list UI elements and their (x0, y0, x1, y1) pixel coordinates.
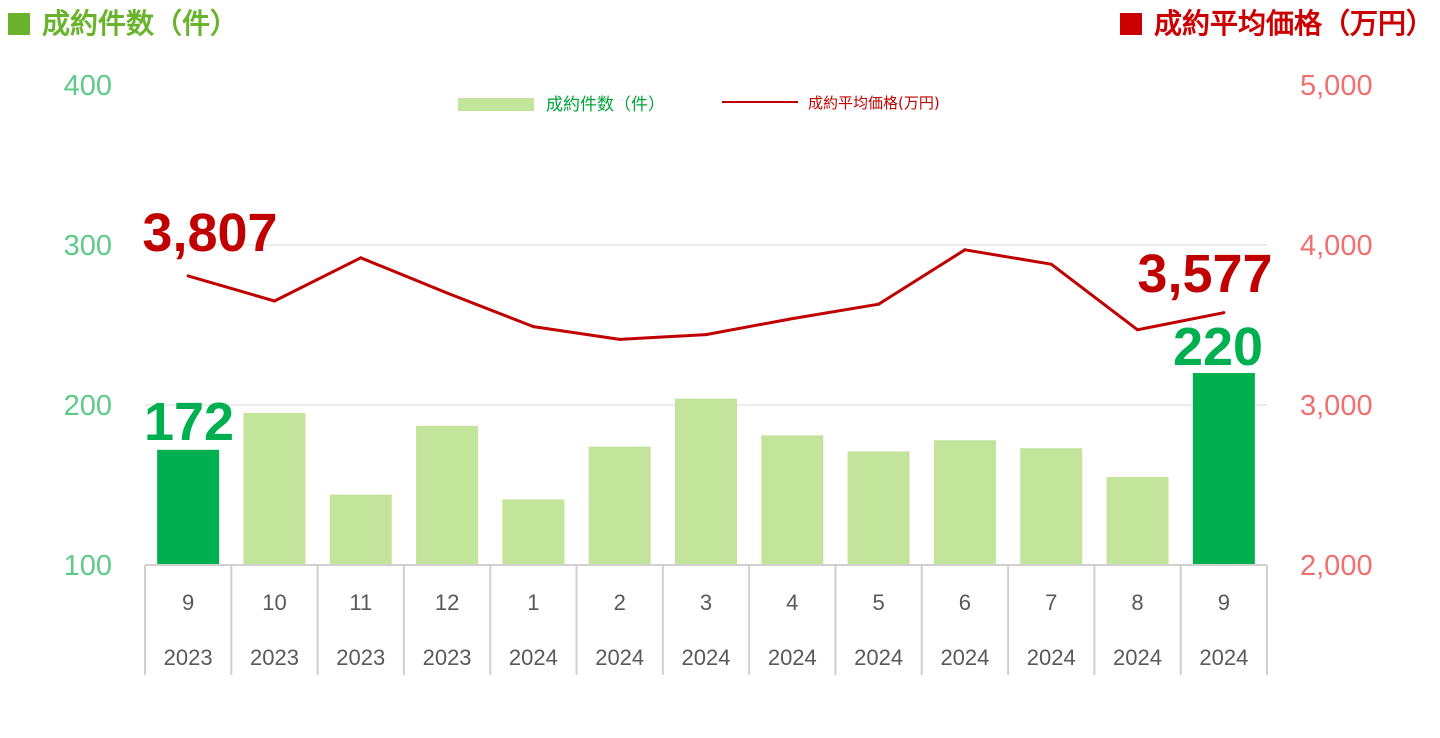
x-tick-label-month: 6 (959, 590, 971, 615)
x-tick-label-year: 2023 (164, 645, 213, 670)
x-tick-label-year: 2024 (854, 645, 903, 670)
right-axis-title: 成約平均価格（万円） (1119, 2, 1434, 42)
bar (416, 425, 479, 565)
price-point (877, 302, 881, 306)
left-axis-tick-label: 200 (64, 390, 112, 422)
left-axis-tick-label: 100 (64, 550, 112, 582)
price-point (359, 256, 363, 260)
bar (1192, 373, 1255, 565)
x-tick-label-month: 8 (1131, 590, 1143, 615)
price-point (531, 325, 535, 329)
legend-price-label: 成約平均価格(万円) (808, 94, 940, 112)
x-tick-label-year: 2023 (336, 645, 385, 670)
bar (933, 440, 996, 565)
left-axis-tick-label: 300 (64, 230, 112, 262)
x-tick-label-year: 2023 (250, 645, 299, 670)
x-tick-label-year: 2024 (1027, 645, 1076, 670)
x-tick-label-month: 9 (182, 590, 194, 615)
x-tick-label-month: 12 (435, 590, 459, 615)
x-tick-label-month: 3 (700, 590, 712, 615)
bar (329, 494, 392, 565)
data-label: 3,807 (142, 203, 277, 263)
bar (243, 413, 306, 565)
right-axis-title-text: 成約平均価格（万円） (1153, 7, 1434, 40)
data-label: 3,577 (1137, 244, 1272, 304)
x-tick-label-month: 11 (349, 590, 372, 615)
right-axis-tick-label: 2,000 (1300, 550, 1373, 582)
price-point (1136, 328, 1140, 332)
x-tick-label-month: 7 (1045, 590, 1057, 615)
red-square-icon (1119, 13, 1142, 35)
x-tick-label-month: 5 (872, 590, 884, 615)
x-tick-label-month: 4 (786, 590, 798, 615)
legend-count-label: 成約件数（件） (546, 95, 665, 115)
price-point (272, 299, 276, 303)
x-tick-label-year: 2024 (1113, 645, 1162, 670)
x-tick-label-month: 1 (527, 590, 539, 615)
price-line (187, 248, 1225, 341)
data-label: 172 (144, 392, 234, 452)
right-axis-tick-label: 3,000 (1300, 390, 1373, 422)
green-square-icon (8, 13, 30, 35)
bar (675, 398, 737, 565)
price-point (963, 248, 967, 252)
legend-line-swatch (722, 101, 798, 103)
bar (588, 446, 651, 565)
x-tick-label-year: 2024 (940, 645, 989, 670)
legend-item-price: 成約平均価格(万円) (722, 92, 940, 113)
price-point (618, 337, 622, 341)
x-tick-label-year: 2024 (682, 645, 731, 670)
price-point (445, 291, 449, 295)
price-point (186, 274, 190, 278)
legend-item-count: 成約件数（件） (458, 90, 665, 115)
x-tick-label-year: 2024 (509, 645, 558, 670)
bar (761, 435, 824, 565)
x-tick-label-year: 2024 (1199, 645, 1248, 670)
left-axis-title-text: 成約件数（件） (42, 7, 239, 40)
right-axis-tick-label: 4,000 (1300, 230, 1373, 262)
x-tick-label-month: 9 (1218, 590, 1230, 615)
right-axis-tick-label: 5,000 (1300, 70, 1373, 102)
bar (502, 499, 565, 565)
data-label: 220 (1173, 317, 1263, 377)
x-tick-label-month: 10 (262, 590, 286, 615)
legend-bar-swatch (458, 98, 534, 111)
x-tick-label-month: 2 (614, 590, 626, 615)
x-tick-label-year: 2024 (768, 645, 817, 670)
price-point (790, 317, 794, 321)
bar (847, 451, 910, 565)
price-point (1049, 262, 1053, 266)
price-point (1222, 311, 1226, 315)
left-axis-tick-label: 400 (64, 70, 112, 102)
bar (1106, 477, 1169, 565)
bar (157, 449, 220, 565)
left-axis-title: 成約件数（件） (8, 2, 238, 42)
x-tick-label-year: 2023 (423, 645, 472, 670)
x-tick-label-year: 2024 (595, 645, 644, 670)
price-point (704, 333, 708, 337)
bar (1020, 448, 1083, 565)
